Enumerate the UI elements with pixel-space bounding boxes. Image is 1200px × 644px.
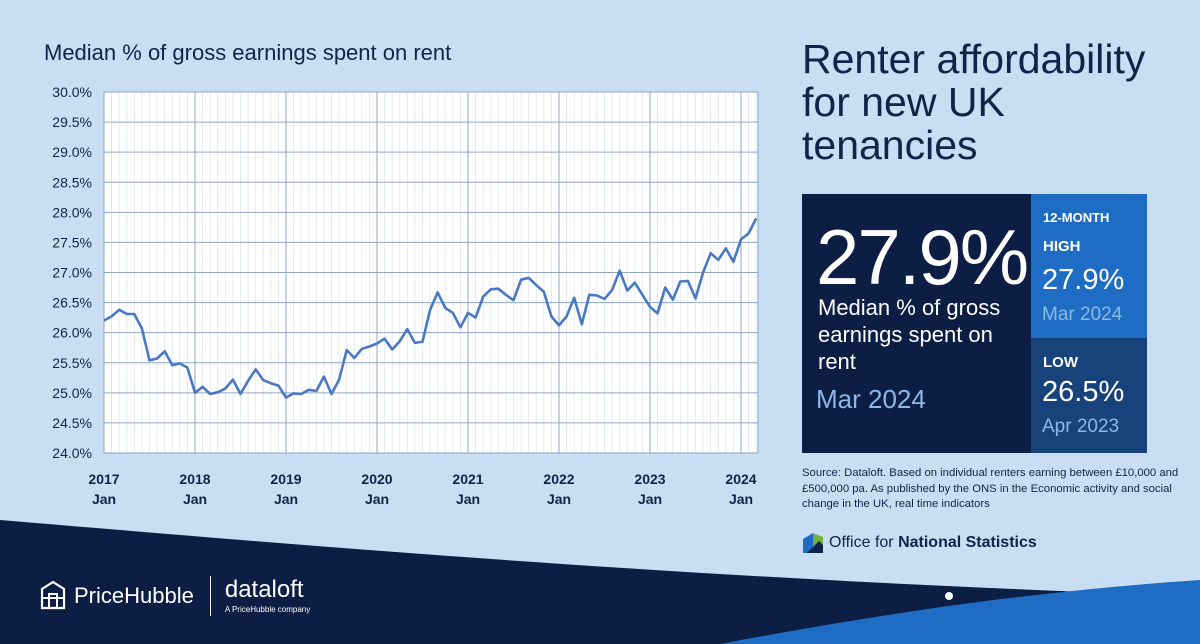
low-value: 26.5% bbox=[1042, 376, 1125, 408]
y-tick-label: 28.5% bbox=[52, 174, 92, 190]
current-value: 27.9% bbox=[816, 213, 1029, 301]
x-tick-month: Jan bbox=[547, 491, 571, 507]
ons-text-part1: Office for bbox=[829, 534, 899, 551]
low-stat-panel: LOW 26.5% Apr 2023 bbox=[1031, 338, 1147, 453]
x-tick-year: 2017 bbox=[88, 471, 119, 487]
x-tick-month: Jan bbox=[274, 491, 298, 507]
y-tick-label: 26.5% bbox=[52, 295, 92, 311]
ons-text-part2: National Statistics bbox=[898, 534, 1037, 551]
x-tick-month: Jan bbox=[729, 491, 753, 507]
current-description: Median % of gross earnings spent on rent bbox=[818, 295, 1001, 374]
plot-border bbox=[103, 91, 759, 454]
y-tick-label: 24.5% bbox=[52, 415, 92, 431]
y-tick-label: 29.5% bbox=[52, 114, 92, 130]
x-tick-year: 2024 bbox=[725, 471, 756, 487]
brand-divider bbox=[209, 576, 211, 616]
y-tick-label: 29.0% bbox=[52, 144, 92, 160]
high-label: HIGH bbox=[1043, 238, 1081, 255]
high-stat-panel: 12-MONTH HIGH 27.9% Mar 2024 bbox=[1031, 194, 1147, 338]
y-tick-label: 25.5% bbox=[52, 355, 92, 371]
pricehubble-logo-icon bbox=[40, 580, 66, 610]
current-stat-panel: 27.9% Median % of gross earnings spent o… bbox=[802, 194, 1031, 453]
y-tick-label: 28.0% bbox=[52, 204, 92, 220]
headline: Renter affordability for new UK tenancie… bbox=[802, 36, 1146, 168]
x-tick-year: 2020 bbox=[361, 471, 392, 487]
ons-icon bbox=[803, 533, 823, 553]
dataloft-tagline: A PriceHubble company bbox=[224, 605, 311, 614]
x-tick-month: Jan bbox=[92, 491, 116, 507]
low-label: LOW bbox=[1043, 354, 1078, 371]
y-tick-label: 27.5% bbox=[52, 234, 92, 250]
x-tick-year: 2022 bbox=[543, 471, 574, 487]
series-line bbox=[103, 217, 758, 399]
x-tick-month: Jan bbox=[456, 491, 480, 507]
y-tick-label: 30.0% bbox=[52, 84, 92, 100]
y-tick-label: 25.0% bbox=[52, 385, 92, 401]
high-value: 27.9% bbox=[1042, 264, 1125, 296]
y-tick-label: 27.0% bbox=[52, 265, 92, 281]
x-tick-year: 2018 bbox=[179, 471, 210, 487]
source-note: Source: Dataloft. Based on individual re… bbox=[802, 467, 1179, 510]
dataloft-wordmark: dataloft bbox=[224, 576, 304, 603]
ons-logo: Office for National Statistics bbox=[803, 533, 1037, 553]
chart-title: Median % of gross earnings spent on rent bbox=[44, 40, 452, 65]
x-tick-month: Jan bbox=[183, 491, 207, 507]
x-tick-year: 2019 bbox=[270, 471, 301, 487]
x-tick-month: Jan bbox=[638, 491, 662, 507]
current-date: Mar 2024 bbox=[816, 384, 926, 414]
y-tick-label: 26.0% bbox=[52, 325, 92, 341]
x-tick-year: 2023 bbox=[634, 471, 665, 487]
pricehubble-wordmark: PriceHubble bbox=[74, 583, 194, 608]
low-date: Apr 2023 bbox=[1042, 416, 1120, 437]
x-tick-year: 2021 bbox=[452, 471, 483, 487]
twelve-month-label: 12-MONTH bbox=[1043, 210, 1110, 225]
brand-footer: PriceHubble dataloft A PriceHubble compa… bbox=[40, 576, 310, 616]
y-tick-label: 24.0% bbox=[52, 445, 92, 461]
x-tick-month: Jan bbox=[365, 491, 389, 507]
high-date: Mar 2024 bbox=[1042, 304, 1123, 325]
